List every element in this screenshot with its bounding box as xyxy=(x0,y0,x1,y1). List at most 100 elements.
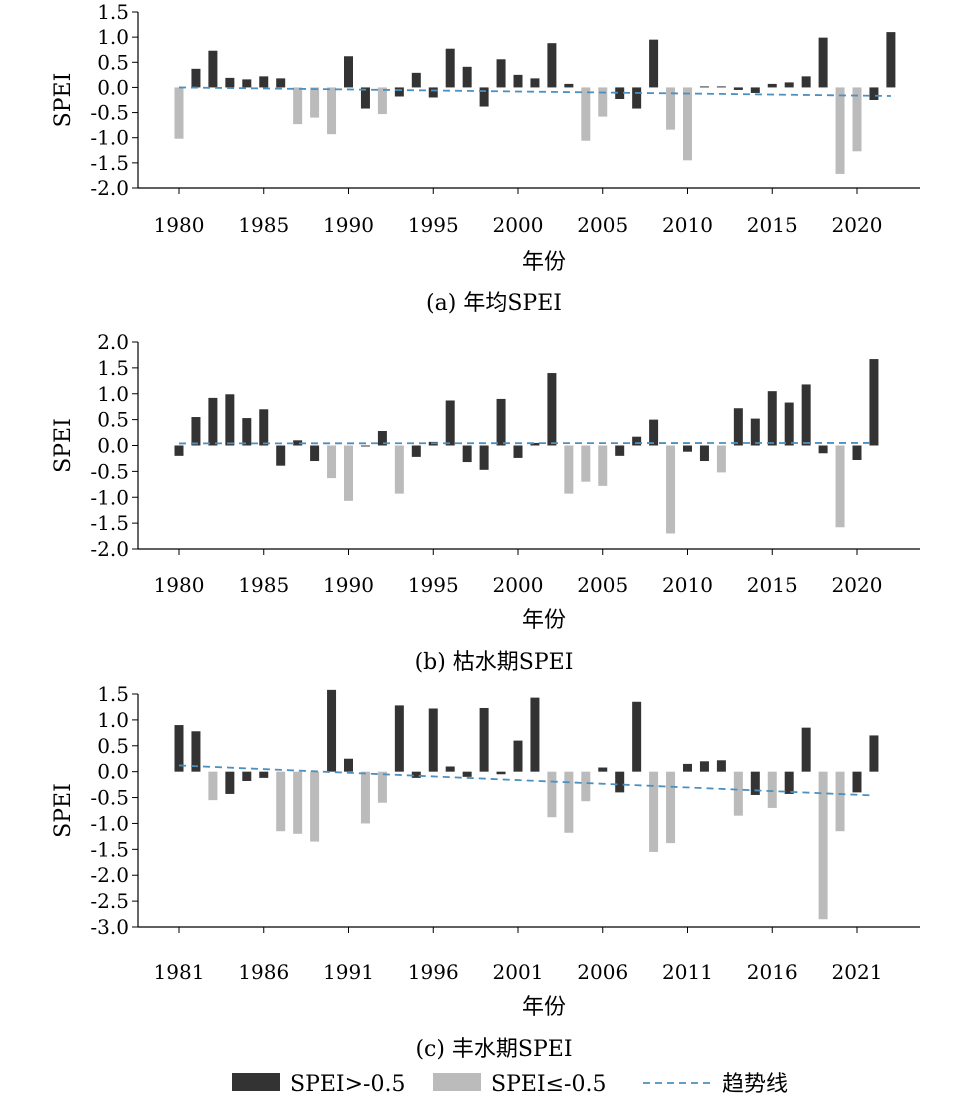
x-tick-label: 2000 xyxy=(493,213,544,237)
bar-2001 xyxy=(513,740,523,772)
bar-2012 xyxy=(716,445,726,473)
bar-2021 xyxy=(852,771,862,793)
trend-line xyxy=(178,442,874,445)
legend-label-above: SPEI>-0.5 xyxy=(290,1072,405,1097)
bar-2003 xyxy=(564,83,574,88)
y-tick-label: -2.0 xyxy=(90,176,129,200)
bar-2021 xyxy=(869,359,879,446)
bar-1997 xyxy=(462,66,472,88)
bar-1998 xyxy=(479,87,489,107)
bar-2004 xyxy=(564,771,574,833)
x-tick-label: 2005 xyxy=(577,213,628,237)
x-tick-label: 2001 xyxy=(493,960,544,984)
bar-1992 xyxy=(377,87,387,115)
bar-1991 xyxy=(344,758,353,772)
bar-2009 xyxy=(666,87,676,130)
bar-1982 xyxy=(208,50,218,88)
bar-2018 xyxy=(818,37,828,88)
bar-1988 xyxy=(310,87,320,118)
bar-1993 xyxy=(377,771,387,803)
y-tick-label: -3.0 xyxy=(90,915,129,939)
bar-2017 xyxy=(784,771,794,794)
chart-panel-1: 1.51.00.50.0-0.5-1.0-1.5-2.0 SPEI 1980 1985… xyxy=(51,0,920,316)
bar-2005 xyxy=(598,87,608,117)
bar-2018 xyxy=(801,727,811,772)
bar-1988 xyxy=(310,445,320,462)
bar-1992 xyxy=(360,771,370,824)
bar-1999 xyxy=(496,59,506,88)
bar-2001 xyxy=(530,442,540,446)
x-tick-label: 1986 xyxy=(238,960,289,984)
y-tick-label: 0.5 xyxy=(97,50,129,74)
bar-2021 xyxy=(869,87,879,100)
x-tick-label: 1990 xyxy=(323,213,374,237)
bar-2005 xyxy=(581,771,591,802)
x-tick-label: 2011 xyxy=(662,960,713,984)
bar-1990 xyxy=(327,689,337,772)
bar-2012 xyxy=(716,86,726,88)
y-tick-label: 1.0 xyxy=(97,708,129,732)
bar-2014 xyxy=(733,771,743,816)
bar-2008 xyxy=(649,419,659,446)
bar-1994 xyxy=(411,445,421,457)
y-tick-label: -0.5 xyxy=(90,459,129,483)
y-tick-label: 1.5 xyxy=(97,356,129,380)
bar-2005 xyxy=(598,445,608,486)
bar-2022 xyxy=(869,735,879,772)
bar-2006 xyxy=(598,767,608,772)
x-tick-label: 1995 xyxy=(408,213,459,237)
x-tick-label: 1991 xyxy=(323,960,374,984)
x-tick-label: 2005 xyxy=(577,573,628,597)
bar-1985 xyxy=(259,409,269,446)
y-tick-label: -1.0 xyxy=(90,126,129,150)
x-axis-title: 年份 xyxy=(522,608,566,633)
bar-2015 xyxy=(767,391,777,446)
bar-2015 xyxy=(767,83,777,88)
bar-2019 xyxy=(835,87,845,174)
bar-2002 xyxy=(547,43,557,88)
bar-2010 xyxy=(666,771,676,844)
bar-2011 xyxy=(683,763,692,772)
bar-1994 xyxy=(411,72,421,88)
bar-2013 xyxy=(733,408,743,446)
bar-1985 xyxy=(242,771,252,781)
bar-2001 xyxy=(530,78,540,88)
bar-1991 xyxy=(360,445,370,447)
bar-1990 xyxy=(344,445,353,501)
bar-2020 xyxy=(852,87,862,152)
x-tick-label: 1985 xyxy=(238,573,289,597)
y-tick-label: 1.5 xyxy=(97,682,129,706)
bar-1997 xyxy=(445,766,455,772)
bar-2000 xyxy=(513,445,523,458)
bar-1980 xyxy=(174,87,184,139)
bar-1986 xyxy=(276,78,286,88)
bar-2009 xyxy=(649,771,659,852)
y-tick-label: 1.0 xyxy=(97,382,129,406)
bar-1987 xyxy=(276,771,286,832)
legend-label-below: SPEI≤-0.5 xyxy=(491,1072,606,1097)
x-tick-label: 2000 xyxy=(493,573,544,597)
y-tick-label: -1.0 xyxy=(90,485,129,509)
chart-panel-3: 1.51.00.50.0-0.5-1.0-1.5-2.0-2.5-3.0 SPEI… xyxy=(51,682,920,1062)
bar-2008 xyxy=(632,701,642,772)
bar-1986 xyxy=(259,771,269,778)
x-tick-label: 2021 xyxy=(832,960,883,984)
y-tick-label: 2.0 xyxy=(97,330,129,354)
bar-1983 xyxy=(225,77,235,88)
trend-line xyxy=(178,764,874,797)
bar-2004 xyxy=(581,445,591,482)
bar-1998 xyxy=(462,771,472,777)
bar-1987 xyxy=(293,87,303,125)
bar-1981 xyxy=(191,417,201,446)
x-tick-label: 1995 xyxy=(408,573,459,597)
x-tick-label: 2010 xyxy=(662,213,713,237)
y-tick-label: -1.0 xyxy=(90,811,129,835)
bar-1989 xyxy=(327,445,337,479)
y-tick-label: 0.5 xyxy=(97,734,129,758)
bar-1984 xyxy=(225,771,235,794)
bar-1996 xyxy=(428,708,438,772)
legend-label-trend: 趋势线 xyxy=(722,1072,788,1097)
bar-1989 xyxy=(310,771,320,842)
x-tick-label: 2016 xyxy=(747,960,798,984)
bar-2015 xyxy=(750,771,760,795)
